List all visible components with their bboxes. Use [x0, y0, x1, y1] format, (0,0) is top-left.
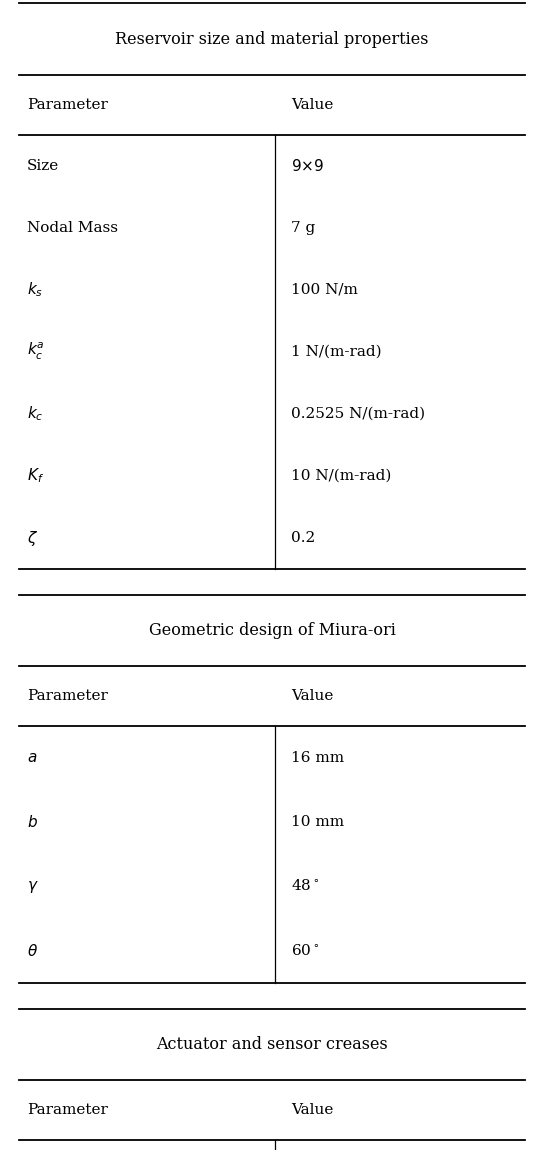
Text: Parameter: Parameter — [27, 1103, 108, 1117]
Text: 10 mm: 10 mm — [291, 815, 344, 829]
Text: Value: Value — [291, 689, 333, 703]
Text: 7 g: 7 g — [291, 221, 316, 235]
Text: $K_f$: $K_f$ — [27, 467, 44, 485]
Text: Size: Size — [27, 159, 59, 172]
Text: 10 N/(m-rad): 10 N/(m-rad) — [291, 469, 392, 483]
Text: Geometric design of Miura-ori: Geometric design of Miura-ori — [149, 622, 395, 638]
Text: $9{\times}9$: $9{\times}9$ — [291, 158, 324, 174]
Text: $k_c^a$: $k_c^a$ — [27, 342, 45, 362]
Text: 16 mm: 16 mm — [291, 751, 344, 765]
Text: Parameter: Parameter — [27, 98, 108, 112]
Text: 0.2525 N/(m-rad): 0.2525 N/(m-rad) — [291, 407, 425, 421]
Text: Nodal Mass: Nodal Mass — [27, 221, 118, 235]
Text: 1 N/(m-rad): 1 N/(m-rad) — [291, 345, 382, 359]
Text: Parameter: Parameter — [27, 689, 108, 703]
Text: Actuator and sensor creases: Actuator and sensor creases — [156, 1036, 388, 1052]
Text: 48$^\circ$: 48$^\circ$ — [291, 879, 320, 895]
Text: $b$: $b$ — [27, 814, 38, 830]
Text: 0.2: 0.2 — [291, 531, 316, 545]
Text: Reservoir size and material properties: Reservoir size and material properties — [115, 31, 429, 47]
Text: Value: Value — [291, 1103, 333, 1117]
Text: $k_c$: $k_c$ — [27, 405, 44, 423]
Text: $k_s$: $k_s$ — [27, 281, 44, 299]
Text: $\gamma$: $\gamma$ — [27, 879, 39, 895]
Text: $\zeta$: $\zeta$ — [27, 529, 38, 547]
Text: 100 N/m: 100 N/m — [291, 283, 358, 297]
Text: 60$^\circ$: 60$^\circ$ — [291, 943, 320, 959]
Text: $\theta$: $\theta$ — [27, 943, 38, 959]
Text: $a$: $a$ — [27, 751, 38, 765]
Text: Value: Value — [291, 98, 333, 112]
